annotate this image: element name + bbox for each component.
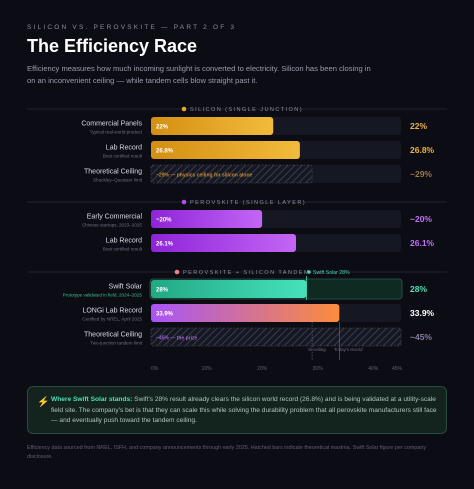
x-tick-label: 40% <box>368 366 379 372</box>
bar-sublabel: Best certified result <box>103 247 143 252</box>
bar-label: Early Commercial <box>87 214 143 221</box>
section-dot <box>174 269 180 275</box>
swift-marker-dot <box>307 270 311 274</box>
bar-sublabel: Shockley–Queisser limit <box>93 178 143 183</box>
x-tick-label: 20% <box>257 366 268 372</box>
bar-ceiling <box>150 164 313 184</box>
bar-value: 26.1% <box>410 238 435 248</box>
bar-sublabel: Best certified result <box>103 154 143 159</box>
callout-lead: Where Swift Solar stands: <box>51 396 133 403</box>
bar-label: Lab Record <box>106 238 142 245</box>
si-ceiling-label: Si ceiling <box>308 347 326 352</box>
page-subtitle: Efficiency measures how much incoming su… <box>27 64 371 85</box>
page-title: The Efficiency Race <box>27 36 198 56</box>
bar-value: 28% <box>410 284 427 294</box>
x-tick-label: 45% <box>392 366 403 372</box>
bar-text: 26.8% <box>156 148 174 154</box>
section-label: SILICON (SINGLE JUNCTION) <box>190 107 303 113</box>
x-tick-label: 10% <box>202 366 213 372</box>
bar-label: Lab Record <box>106 145 142 152</box>
bar <box>151 117 274 135</box>
bar <box>151 234 296 252</box>
x-tick-label: 0% <box>151 366 159 372</box>
x-tick-label: 30% <box>313 366 324 372</box>
bar-sublabel: Prototype validated in field, 2024–2025 <box>63 293 143 298</box>
bar-value: 22% <box>410 121 427 131</box>
bar-label: Theoretical Ceiling <box>84 332 142 339</box>
bar-sublabel: Typical real-world product <box>90 130 143 135</box>
lightning-icon: ⚡ <box>37 397 50 408</box>
bar-text: 22% <box>156 124 169 130</box>
record-label: Today's record <box>334 347 363 352</box>
bar-text: 28% <box>156 287 169 293</box>
kicker: SILICON VS. PEROVSKITE — PART 2 OF 3 <box>27 24 237 31</box>
bar-label: Theoretical Ceiling <box>84 169 142 176</box>
footnote: Efficiency data sourced from NREL, ISFH,… <box>27 445 427 460</box>
bar-text: ~45% — the prize <box>156 335 197 341</box>
section-label: PEROVSKITE + SILICON TANDEM <box>183 270 310 276</box>
bar-text: 26.1% <box>156 241 174 247</box>
efficiency-bar-chart: SILICON (SINGLE JUNCTION) Commercial Pane… <box>27 106 447 372</box>
swift-marker-label: Swift Solar 28% <box>313 270 350 276</box>
bar-ceiling <box>150 327 402 347</box>
section-dot <box>181 199 187 205</box>
bar-value: ~20% <box>410 214 432 224</box>
bar-text: ~20% <box>156 217 172 223</box>
bar <box>151 141 300 159</box>
bar-label: Commercial Panels <box>81 121 142 128</box>
bar <box>151 280 307 298</box>
bar-text: ~29% — physics ceiling for silicon alone <box>156 172 253 178</box>
bar-label: Swift Solar <box>109 284 143 291</box>
bar <box>151 210 263 228</box>
section-label: PEROVSKITE (SINGLE LAYER) <box>190 200 306 206</box>
bar-value: 26.8% <box>410 145 435 155</box>
bar-value: 33.9% <box>410 308 435 318</box>
bar <box>151 304 340 322</box>
section-dot <box>181 106 187 112</box>
bar-text: 33.9% <box>156 311 174 317</box>
bar-sublabel: Certified by NREL, April 2025 <box>82 317 142 322</box>
swift-solar-callout: ⚡ Where Swift Solar stands: Swift's 28% … <box>27 386 447 434</box>
bar-label: LONGi Lab Record <box>82 308 142 315</box>
callout-body: Swift's 28% result already clears the si… <box>51 396 437 424</box>
bar-sublabel: Two-junction tandem limit <box>90 341 143 346</box>
callout-text: Where Swift Solar stands: Swift's 28% re… <box>51 395 441 427</box>
bar-value: ~45% <box>410 332 432 342</box>
bar-sublabel: Chinese startups, 2023–2025 <box>82 223 142 228</box>
bar-value: ~29% <box>410 169 432 179</box>
